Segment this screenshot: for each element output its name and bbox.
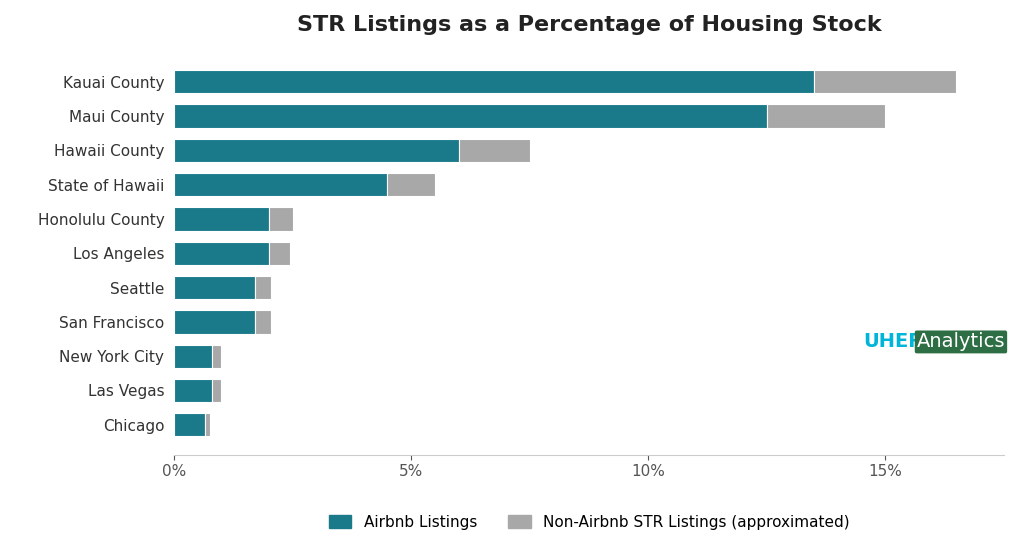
Bar: [174, 242, 269, 265]
Bar: [212, 345, 221, 368]
Bar: [174, 208, 269, 231]
Bar: [814, 70, 956, 94]
Bar: [174, 173, 387, 196]
Text: UHERO: UHERO: [863, 332, 940, 351]
Title: STR Listings as a Percentage of Housing Stock: STR Listings as a Percentage of Housing …: [297, 15, 882, 35]
Bar: [174, 345, 212, 368]
Bar: [174, 310, 255, 333]
Bar: [269, 208, 293, 231]
Bar: [255, 276, 271, 299]
Bar: [205, 413, 210, 437]
Bar: [174, 104, 767, 128]
Legend: Airbnb Listings, Non-Airbnb STR Listings (approximated): Airbnb Listings, Non-Airbnb STR Listings…: [323, 508, 855, 535]
Bar: [212, 379, 221, 402]
Bar: [174, 379, 212, 402]
Bar: [269, 242, 290, 265]
Text: Analytics: Analytics: [916, 332, 1006, 351]
Bar: [174, 139, 459, 162]
Bar: [459, 139, 529, 162]
Bar: [174, 70, 814, 94]
Bar: [767, 104, 886, 128]
Bar: [255, 310, 271, 333]
Bar: [174, 413, 205, 437]
Bar: [174, 276, 255, 299]
Bar: [387, 173, 435, 196]
